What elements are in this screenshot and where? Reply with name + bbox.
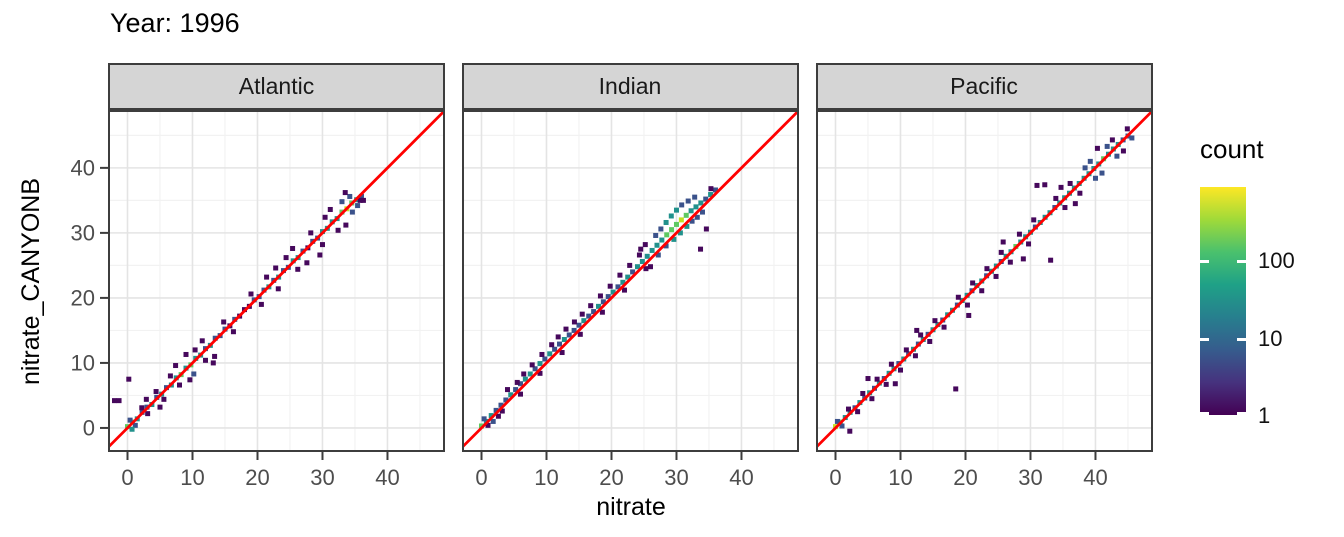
panel-border — [108, 110, 445, 452]
panel-content — [461, 110, 799, 452]
x-tick-label: 30 — [664, 465, 688, 490]
panel-atlantic: 0 10 20 30 40 — [108, 110, 445, 490]
facet-strip-indian: Indian — [461, 63, 799, 110]
x-tick-label: 20 — [599, 465, 623, 490]
facet-label-indian: Indian — [598, 73, 662, 99]
panel-pacific: 0 10 20 30 40 — [815, 110, 1153, 490]
legend-tick-label: 1 — [1258, 403, 1271, 428]
legend-tick-label: 10 — [1258, 325, 1283, 351]
y-tick-label: 10 — [71, 350, 95, 375]
bin2d-bins — [478, 186, 718, 429]
x-tick-label: 20 — [953, 465, 977, 490]
y-tick-label: 20 — [71, 285, 95, 310]
y-axis-title: nitrate_CANYONB — [17, 177, 45, 385]
facet-label-pacific: Pacific — [950, 73, 1018, 99]
y-tick-label: 40 — [71, 155, 95, 180]
legend-tick-mark — [1200, 337, 1209, 341]
gridlines — [461, 110, 799, 452]
x-tick-label: 40 — [1083, 465, 1107, 490]
y-tick-label: 30 — [71, 220, 95, 245]
legend-tick-mark — [1200, 260, 1209, 263]
x-tick-label: 10 — [180, 465, 204, 490]
identity-line — [108, 110, 445, 450]
legend-colorbar — [1200, 187, 1246, 415]
legend-tick-mark — [1237, 412, 1246, 415]
x-tick-label: 0 — [121, 465, 133, 490]
facet-label-atlantic: Atlantic — [238, 73, 315, 99]
identity-line — [815, 110, 1153, 450]
panel-border — [815, 110, 1153, 452]
x-tick-label: 40 — [729, 465, 753, 490]
plot-title: Year: 1996 — [110, 8, 240, 38]
x-axis-title: nitrate — [596, 493, 666, 521]
legend-tick-label: 100 — [1258, 248, 1295, 273]
x-tick-label: 20 — [245, 465, 269, 490]
legend-count: count 100 10 1 — [1198, 130, 1344, 430]
legend-tick-mark — [1237, 260, 1246, 263]
x-tick-label: 0 — [475, 465, 487, 490]
x-tick-label: 40 — [375, 465, 399, 490]
x-tick-label: 10 — [888, 465, 912, 490]
x-tick-label: 10 — [534, 465, 558, 490]
legend-tick-mark — [1237, 337, 1246, 341]
panel-content — [108, 110, 445, 452]
legend-tick-mark — [1200, 412, 1209, 415]
panel-indian: 0 10 20 30 40 — [461, 110, 799, 490]
panel-border — [461, 110, 799, 452]
legend-title: count — [1200, 134, 1264, 164]
panel-content — [815, 110, 1153, 452]
gridlines — [815, 110, 1153, 452]
x-tick-label: 30 — [310, 465, 334, 490]
y-tick-label: 0 — [83, 415, 95, 440]
facet-strip-pacific: Pacific — [815, 63, 1153, 110]
x-tick-label: 0 — [829, 465, 841, 490]
identity-line — [461, 110, 799, 450]
gridlines — [108, 110, 445, 452]
facet-strip-atlantic: Atlantic — [108, 63, 445, 110]
y-axis: 0 10 20 30 40 — [71, 155, 108, 440]
x-tick-label: 30 — [1018, 465, 1042, 490]
